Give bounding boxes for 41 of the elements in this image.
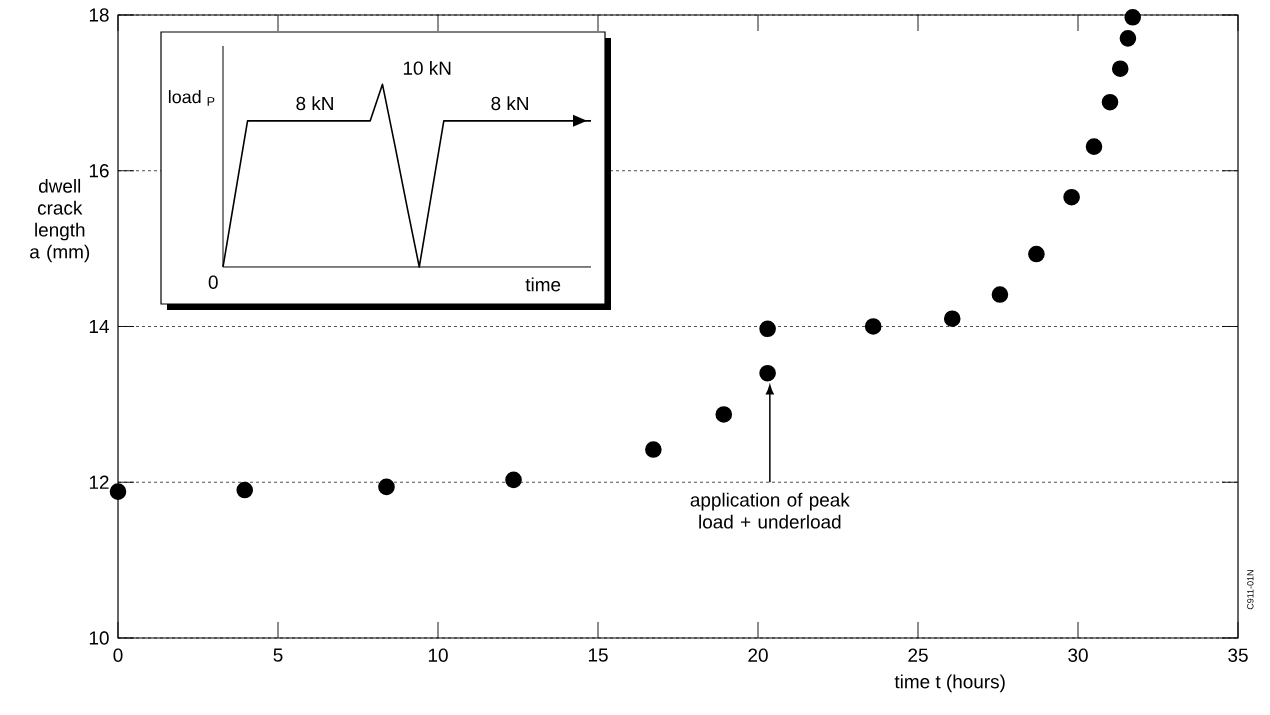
point (1085, 138, 1103, 155)
x-tick-label: 15 (588, 648, 608, 662)
y-tick-label: 10 (89, 631, 109, 645)
point (1124, 9, 1142, 26)
point (1101, 93, 1119, 111)
x-axis-title: time (525, 277, 561, 292)
x-tick-label: 10 (428, 648, 448, 662)
annotation: application of peak load + underload (690, 492, 850, 529)
point (378, 478, 395, 496)
point (759, 364, 776, 382)
y-tick-label: 16 (89, 164, 109, 178)
x-tick-label: 30 (1068, 648, 1088, 662)
x-tick-label: 0 (113, 648, 123, 662)
point (864, 318, 882, 335)
point (943, 310, 961, 327)
y-tick-label: 14 (89, 319, 109, 333)
point (715, 406, 733, 423)
x-axis-title: time t (hours) (894, 674, 1005, 693)
point (759, 320, 776, 338)
y-tick-label: 12 (89, 475, 109, 489)
annotation: 8 kN (296, 96, 333, 111)
y-axis-title: load $_{P}$ (168, 90, 215, 106)
y-axis-title: dwell crack length a (mm) (30, 178, 90, 263)
point (1063, 188, 1080, 206)
x-tick-label: 20 (748, 648, 768, 662)
annotation: 10 kN (403, 60, 451, 75)
y-tick-label: 18 (89, 8, 109, 22)
point (109, 483, 127, 500)
point (1028, 245, 1045, 263)
point (645, 441, 662, 458)
text: C911-01N (1247, 570, 1254, 610)
x-tick-label: 25 (908, 648, 928, 662)
point (505, 471, 522, 489)
point (1119, 30, 1137, 47)
point (236, 481, 254, 499)
point (1111, 60, 1129, 78)
x-tick-label: 5 (273, 648, 283, 662)
annotation: 0 (208, 275, 218, 289)
annotation: 8 kN (491, 96, 528, 111)
point (991, 286, 1009, 303)
x-tick-label: 35 (1228, 648, 1248, 662)
